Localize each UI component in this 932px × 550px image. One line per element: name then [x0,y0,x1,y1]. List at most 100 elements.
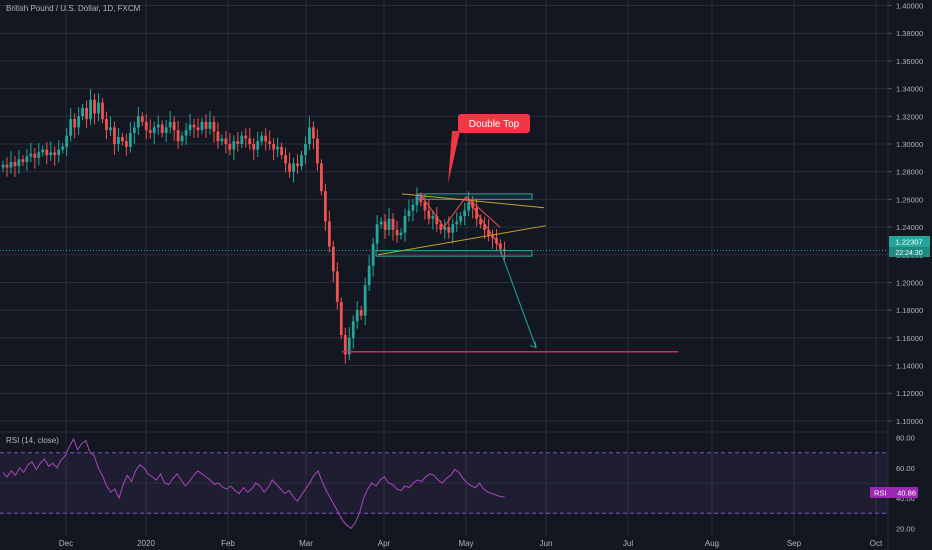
candle[interactable] [156,115,160,135]
candle[interactable] [144,114,148,140]
candle[interactable] [375,215,379,252]
candle[interactable] [407,199,411,222]
candle[interactable] [168,111,172,134]
candle[interactable] [459,211,463,226]
candle[interactable] [351,315,355,349]
resistance-zone[interactable] [417,193,533,200]
candle[interactable] [316,129,319,171]
candle[interactable] [391,212,395,241]
candle[interactable] [232,135,236,161]
candle[interactable] [427,199,431,225]
candle[interactable] [9,151,13,174]
candle[interactable] [140,112,144,126]
candle[interactable] [248,127,252,150]
candle[interactable] [236,132,240,152]
candle[interactable] [276,137,280,158]
candle[interactable] [415,187,419,213]
candle[interactable] [77,107,81,135]
chart-drawings[interactable] [0,193,888,353]
candle[interactable] [256,132,260,158]
candle[interactable] [491,229,494,249]
candle[interactable] [93,93,96,125]
candle[interactable] [180,131,184,146]
double-top-pattern[interactable] [419,193,501,247]
candle[interactable] [327,210,331,253]
candle[interactable] [240,131,244,149]
candle[interactable] [216,122,220,149]
candle[interactable] [164,119,168,143]
candle[interactable] [57,140,61,163]
candle[interactable] [13,156,17,177]
candle[interactable] [467,191,471,217]
candle[interactable] [395,220,399,243]
candle[interactable] [280,142,283,160]
candle[interactable] [252,138,256,161]
candle[interactable] [264,128,268,151]
rsi-title[interactable]: RSI (14, close) [6,436,59,445]
candle[interactable] [65,128,69,156]
projection-arrow[interactable] [499,249,537,348]
candle[interactable] [244,128,248,148]
candle[interactable] [320,159,323,196]
candle[interactable] [355,301,359,329]
rsi-series[interactable] [2,437,505,530]
candle[interactable] [463,202,467,226]
candle[interactable] [17,150,21,174]
candle[interactable] [435,206,439,232]
candle[interactable] [359,306,363,320]
neckline-trendline[interactable] [377,225,547,256]
candle[interactable] [471,196,475,219]
candle[interactable] [1,160,5,172]
candle[interactable] [89,88,92,125]
rsi-line[interactable] [2,437,505,530]
candle[interactable] [304,136,307,165]
candle[interactable] [296,154,299,174]
candle[interactable] [443,219,447,239]
candle[interactable] [204,114,208,138]
candle[interactable] [323,183,327,231]
candle[interactable] [109,116,112,136]
candle[interactable] [69,108,73,142]
upper-trendline[interactable] [401,193,545,209]
candle[interactable] [260,131,264,146]
candle[interactable] [455,212,459,232]
candle[interactable] [124,133,128,156]
candle[interactable] [196,118,200,138]
candle[interactable] [411,199,415,222]
candle[interactable] [431,210,435,230]
candle[interactable] [379,217,383,229]
candlestick-series[interactable] [1,88,506,364]
candle[interactable] [21,155,25,167]
candle[interactable] [53,146,57,166]
candle[interactable] [152,121,156,144]
candle[interactable] [41,145,45,157]
candle[interactable] [117,127,120,152]
symbol-title[interactable]: British Pound / U.S. Dollar, 1D, FXCM [6,4,141,13]
candle[interactable] [188,113,192,136]
candle[interactable] [128,122,132,153]
candle[interactable] [300,150,303,171]
candle[interactable] [160,120,164,138]
candle[interactable] [483,216,486,239]
candle[interactable] [172,116,176,141]
candle[interactable] [208,111,212,135]
double-top-callout[interactable]: Double Top [448,114,530,184]
candle[interactable] [423,194,427,220]
candle[interactable] [113,121,116,155]
candle[interactable] [479,214,482,229]
candle[interactable] [97,93,100,122]
candle[interactable] [49,141,53,161]
candle[interactable] [284,147,287,173]
candle[interactable] [73,113,77,139]
candle[interactable] [220,134,224,146]
candle[interactable] [81,103,84,121]
candle[interactable] [25,148,29,172]
candle[interactable] [132,121,136,144]
candle[interactable] [61,142,65,154]
candle[interactable] [85,100,88,129]
double-top-edge[interactable] [465,196,501,228]
candle[interactable] [121,132,124,146]
candle[interactable] [331,240,335,283]
candle[interactable] [451,218,455,244]
